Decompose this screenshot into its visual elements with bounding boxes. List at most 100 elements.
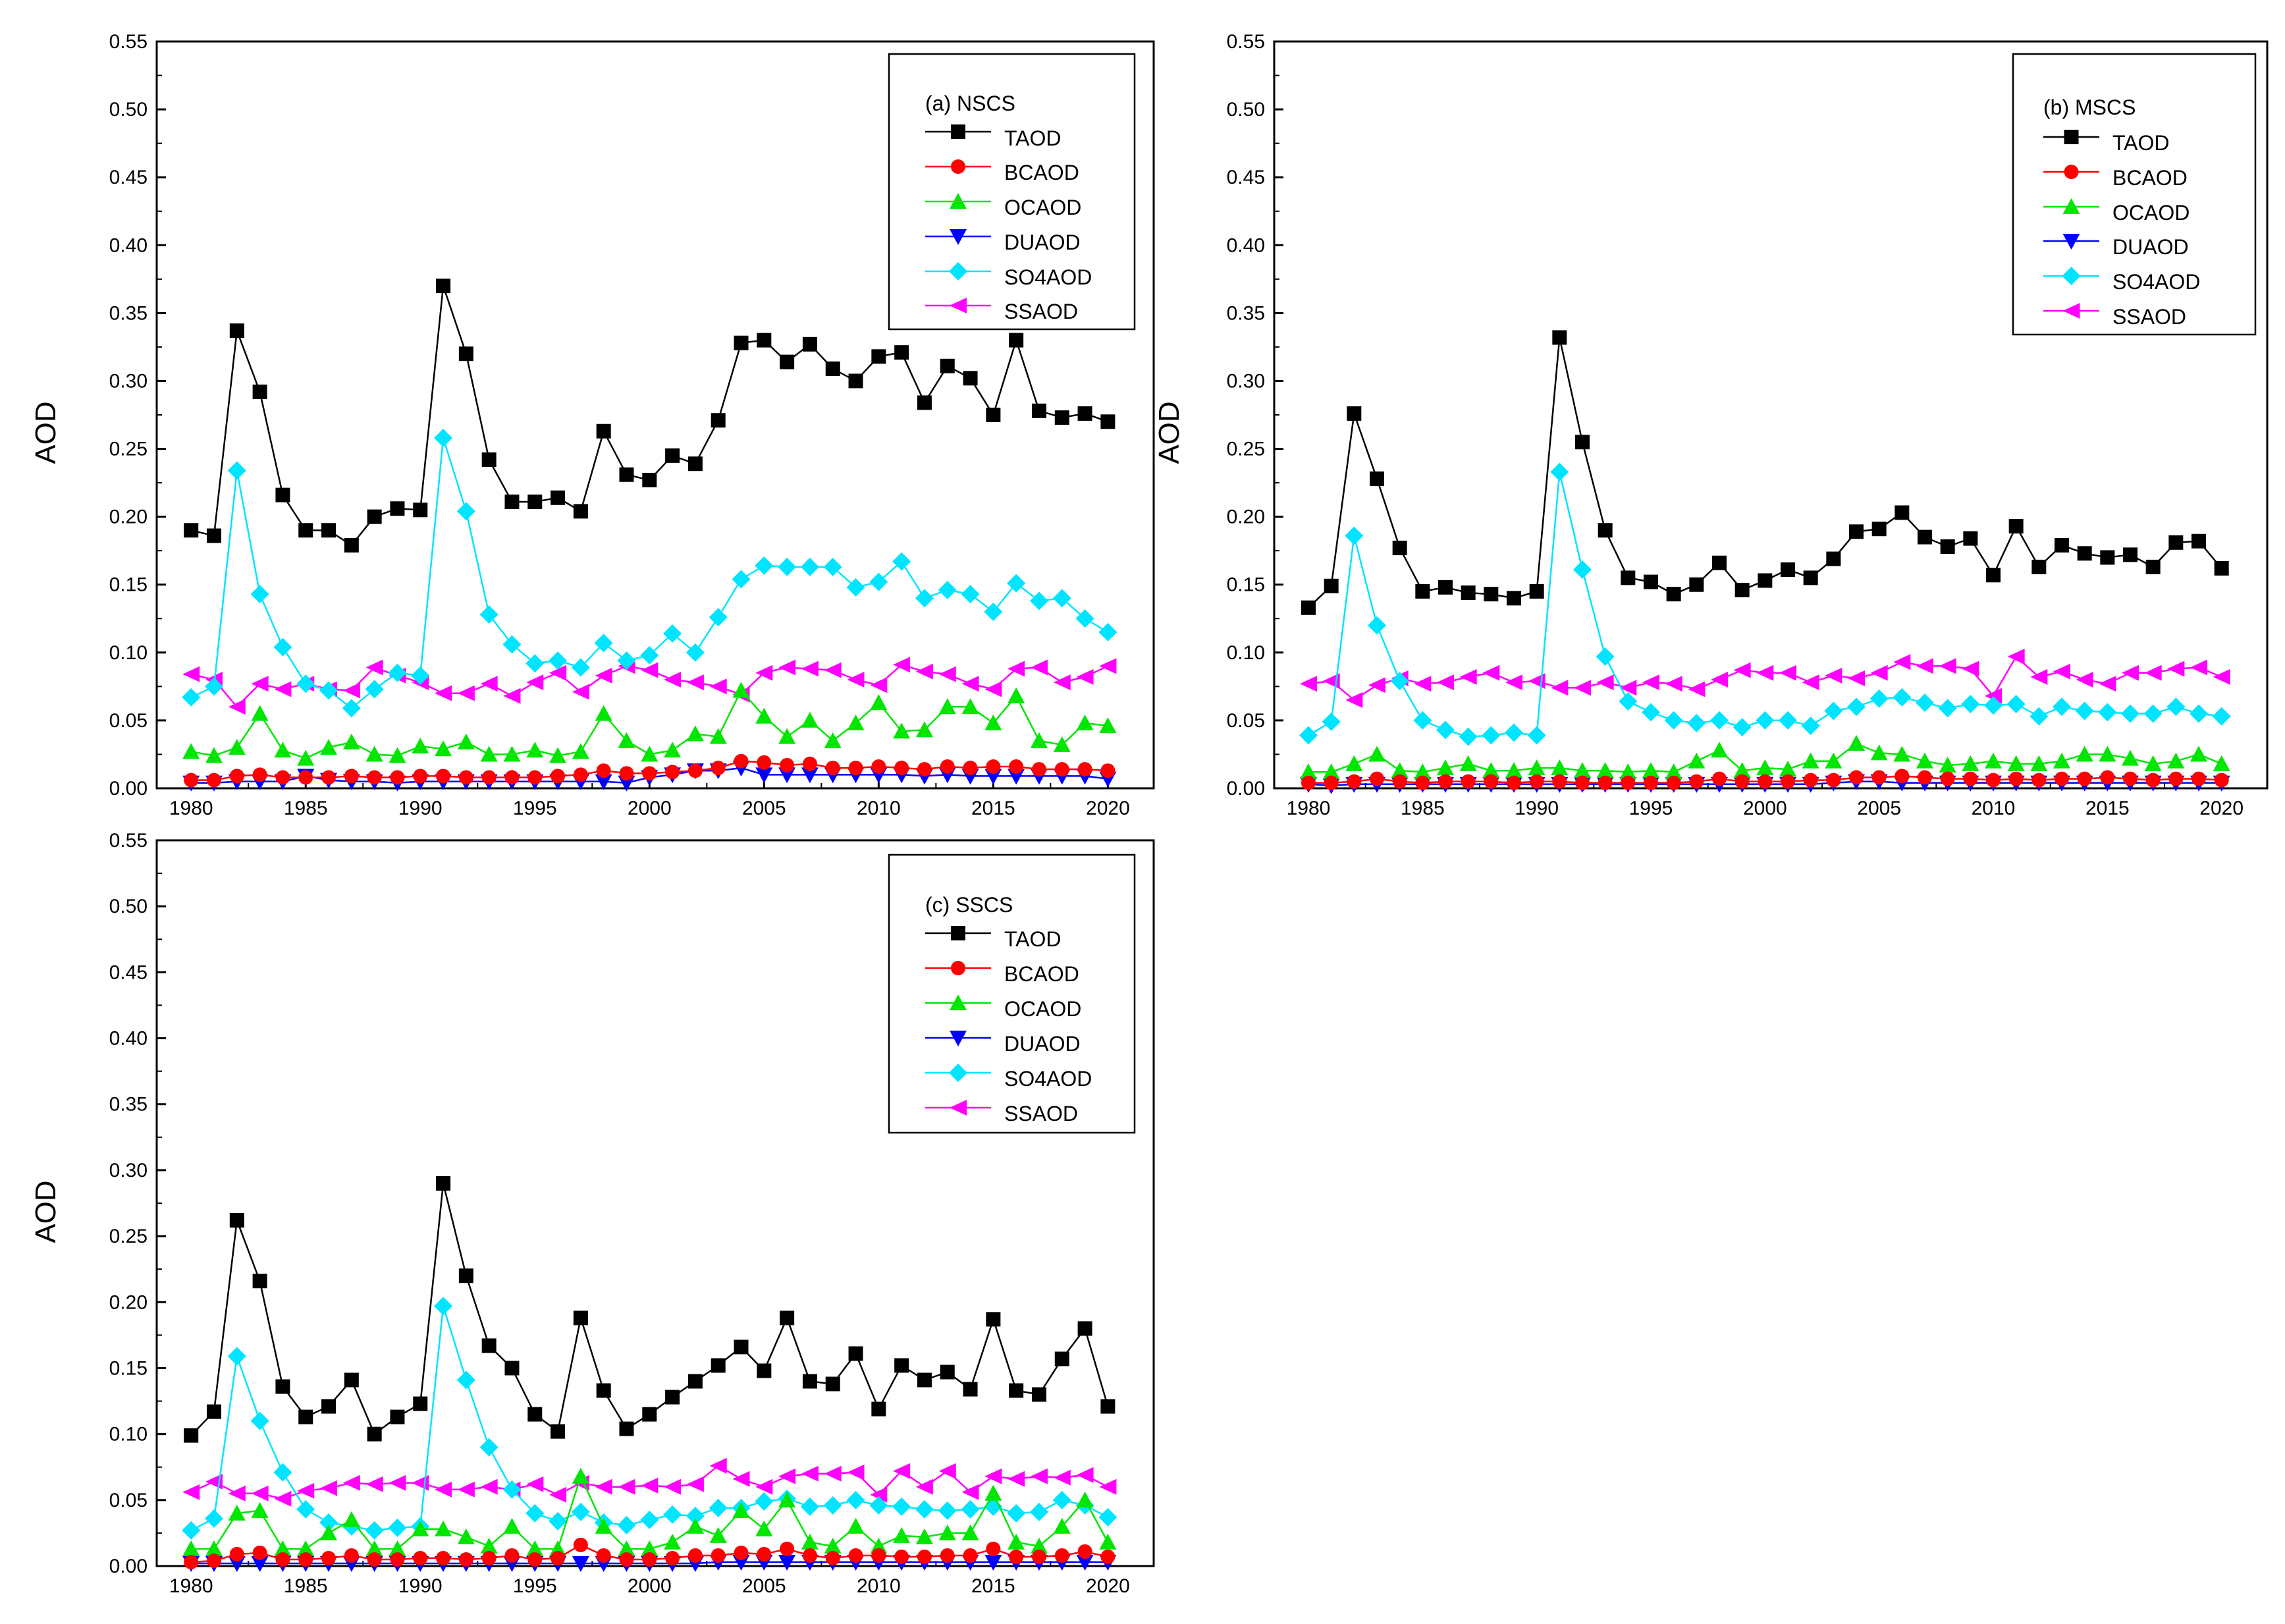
data-point-so4aod — [2121, 704, 2139, 723]
data-point-so4aod — [823, 1496, 842, 1515]
data-point-bcaod — [229, 769, 244, 784]
data-point-duaod — [572, 1556, 589, 1572]
data-point-taod — [894, 345, 909, 360]
data-point-taod — [436, 279, 451, 294]
data-point-so4aod — [227, 1347, 246, 1366]
y-tick-label: 0.30 — [1227, 370, 1265, 392]
x-tick-label: 2020 — [2199, 798, 2244, 819]
data-point-ssaod — [342, 682, 360, 699]
series-ocaod — [182, 682, 1117, 766]
data-point-bcaod — [1077, 762, 1092, 777]
data-point-ssaod — [365, 1476, 383, 1492]
y-tick-label: 0.05 — [109, 1490, 148, 1511]
series-ssaod — [1300, 649, 2230, 708]
data-point-ocaod — [1008, 687, 1025, 703]
data-point-ssaod — [526, 1476, 544, 1492]
y-tick-label: 0.55 — [109, 31, 148, 53]
data-point-bcaod — [2145, 772, 2161, 788]
data-point-bcaod — [665, 1550, 680, 1565]
data-point-ocaod — [1939, 756, 1956, 772]
legend-marker-duaod — [2062, 234, 2080, 250]
data-point-so4aod — [1550, 462, 1569, 481]
data-point-so4aod — [869, 1496, 888, 1515]
data-point-taod — [1803, 570, 1818, 585]
data-point-so4aod — [800, 1497, 819, 1516]
legend-label-bcaod: BCAOD — [1004, 161, 1079, 184]
data-point-bcaod — [1986, 772, 2001, 788]
data-point-bcaod — [436, 1550, 451, 1565]
data-point-ssaod — [984, 681, 1002, 697]
data-point-taod — [848, 1346, 863, 1361]
data-point-bcaod — [711, 761, 726, 776]
series-line-taod — [190, 1183, 1109, 1436]
data-point-ssaod — [2053, 663, 2070, 680]
data-point-ocaod — [457, 1528, 475, 1544]
data-point-bcaod — [1484, 774, 1499, 789]
legend-label-so4aod: SO4AOD — [2112, 270, 2200, 294]
data-point-ocaod — [686, 725, 704, 742]
data-point-ocaod — [1619, 763, 1637, 780]
series-so4aod — [182, 429, 1117, 718]
data-point-ssaod — [2007, 649, 2025, 665]
data-point-taod — [298, 1409, 313, 1424]
data-point-bcaod — [481, 1550, 497, 1565]
data-point-bcaod — [1758, 774, 1773, 789]
legend-marker-so4aod — [949, 1064, 967, 1082]
data-point-bcaod — [527, 770, 543, 785]
data-point-taod — [321, 1399, 336, 1414]
data-point-ocaod — [1574, 762, 1591, 778]
data-point-ocaod — [1099, 1533, 1117, 1550]
data-point-ocaod — [893, 722, 911, 739]
legend-c: (c) SSCS TAOD BCAOD OCAOD DUAOD SO4AOD S… — [888, 853, 1136, 1134]
data-point-taod — [298, 523, 313, 538]
data-point-taod — [596, 423, 611, 439]
data-point-so4aod — [1075, 609, 1094, 628]
data-point-taod — [481, 1338, 497, 1353]
data-point-taod — [1666, 587, 1681, 602]
data-point-so4aod — [2030, 707, 2049, 726]
data-point-bcaod — [1598, 775, 1613, 790]
data-point-bcaod — [252, 1545, 267, 1560]
data-point-taod — [665, 448, 680, 463]
y-tick-label: 0.45 — [109, 961, 148, 983]
data-point-ssaod — [274, 681, 292, 697]
data-point-taod — [2077, 546, 2092, 561]
data-point-duaod — [801, 767, 819, 784]
data-point-ssaod — [1711, 672, 1728, 688]
data-point-taod — [1986, 568, 2001, 583]
data-point-ssaod — [2167, 661, 2185, 677]
data-point-taod — [940, 358, 955, 373]
y-tick-label: 0.00 — [109, 1556, 148, 1577]
data-point-bcaod — [734, 1545, 749, 1560]
data-point-ssaod — [1076, 1467, 1094, 1483]
data-point-bcaod — [390, 1552, 405, 1567]
data-point-taod — [367, 1426, 382, 1442]
data-point-bcaod — [940, 1548, 955, 1563]
data-point-bcaod — [2100, 770, 2115, 785]
data-point-ocaod — [1711, 742, 1728, 758]
data-point-ocaod — [2099, 745, 2116, 762]
data-point-bcaod — [2031, 772, 2047, 788]
data-point-so4aod — [365, 680, 384, 699]
data-point-so4aod — [434, 429, 453, 448]
x-tick-label: 1985 — [284, 798, 328, 819]
data-point-taod — [504, 1361, 520, 1376]
data-point-so4aod — [1687, 714, 1706, 733]
data-point-bcaod — [1009, 1549, 1024, 1564]
data-point-ssaod — [1459, 668, 1477, 685]
data-point-bcaod — [413, 769, 428, 784]
data-point-ocaod — [526, 1540, 544, 1556]
data-point-ocaod — [480, 745, 498, 762]
data-point-ssaod — [549, 1486, 567, 1503]
data-point-taod — [963, 1382, 978, 1397]
data-point-bcaod — [1324, 775, 1339, 790]
panel-a: AOD 0.00 0.05 0.10 0.15 0.20 0.25 0.30 0.35 0.40… — [30, 31, 1155, 819]
y-tick-label: 0.40 — [109, 234, 148, 256]
data-point-ocaod — [709, 1527, 727, 1543]
data-point-so4aod — [1505, 723, 1523, 742]
data-point-ssaod — [755, 664, 773, 681]
data-point-ssaod — [228, 1485, 246, 1502]
data-point-bcaod — [848, 1548, 863, 1563]
data-point-bcaod — [390, 770, 405, 785]
data-point-bcaod — [802, 756, 817, 771]
